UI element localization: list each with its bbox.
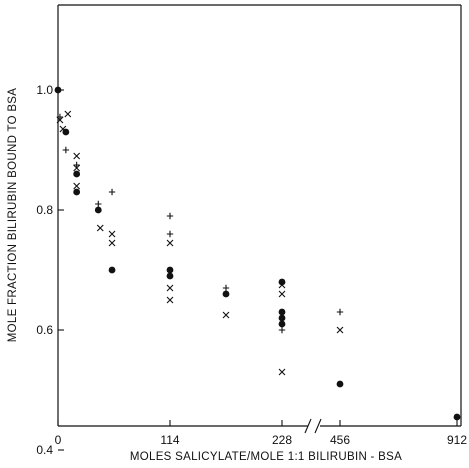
data-point-circle — [278, 320, 286, 328]
data-point-cross — [278, 281, 286, 289]
data-point-plus — [278, 326, 286, 334]
y-axis-ticks: 0.4 0.6 0.8 1.0 — [36, 83, 64, 457]
data-point-circle — [108, 266, 116, 274]
data-point-cross — [166, 239, 174, 247]
data-point-circle — [278, 308, 286, 316]
x-axis-label: MOLES SALICYLATE/MOLE 1:1 BILIRUBIN - BS… — [130, 451, 402, 463]
data-points — [54, 86, 461, 421]
data-point-circle — [222, 290, 230, 298]
data-point-cross — [108, 230, 116, 238]
data-point-plus — [95, 200, 102, 208]
data-point-cross — [64, 110, 72, 118]
data-point-circle — [73, 170, 81, 178]
data-point-circle — [336, 380, 344, 388]
data-point-cross — [166, 296, 174, 304]
data-point-plus — [73, 161, 80, 169]
data-point-circle — [453, 413, 461, 421]
data-point-cross — [278, 368, 286, 376]
data-point-circle — [166, 266, 174, 274]
data-point-plus — [62, 146, 70, 154]
data-point-cross — [166, 284, 174, 292]
data-point-circle — [166, 272, 174, 280]
data-point-cross — [336, 326, 344, 334]
plot-frame — [57, 4, 462, 434]
data-point-plus — [166, 212, 174, 220]
data-point-cross — [73, 182, 81, 190]
data-point-circle — [94, 206, 102, 214]
data-point-plus — [108, 188, 116, 196]
data-point-cross — [59, 125, 67, 133]
data-point-cross — [108, 239, 116, 247]
x-tick-label: 114 — [160, 433, 179, 447]
data-point-plus — [336, 308, 344, 316]
x-tick-label: 456 — [330, 433, 350, 447]
y-axis-label: MOLE FRACTION BILIRUBIN BOUND TO BSA — [7, 88, 19, 343]
x-tick-label: 228 — [272, 433, 292, 447]
data-point-cross — [73, 152, 81, 160]
data-point-plus — [166, 230, 174, 238]
data-point-cross — [96, 224, 104, 232]
data-point-cross — [278, 290, 286, 298]
data-point-circle — [73, 188, 81, 196]
data-point-plus — [56, 113, 64, 121]
y-tick-label: 1.0 — [36, 83, 53, 97]
y-tick-label: 0.8 — [36, 203, 53, 217]
axis-break-mark — [304, 418, 322, 434]
data-point-circle — [278, 314, 286, 322]
x-axis-ticks: 0 114 228 456 912 — [55, 420, 467, 447]
y-tick-label: 0.4 — [36, 443, 53, 457]
data-point-plus — [222, 284, 230, 292]
x-tick-label: 912 — [447, 433, 467, 447]
x-tick-label: 0 — [55, 433, 62, 447]
data-point-circle — [54, 86, 62, 94]
data-point-cross — [222, 311, 230, 319]
y-tick-label: 0.6 — [36, 323, 53, 337]
